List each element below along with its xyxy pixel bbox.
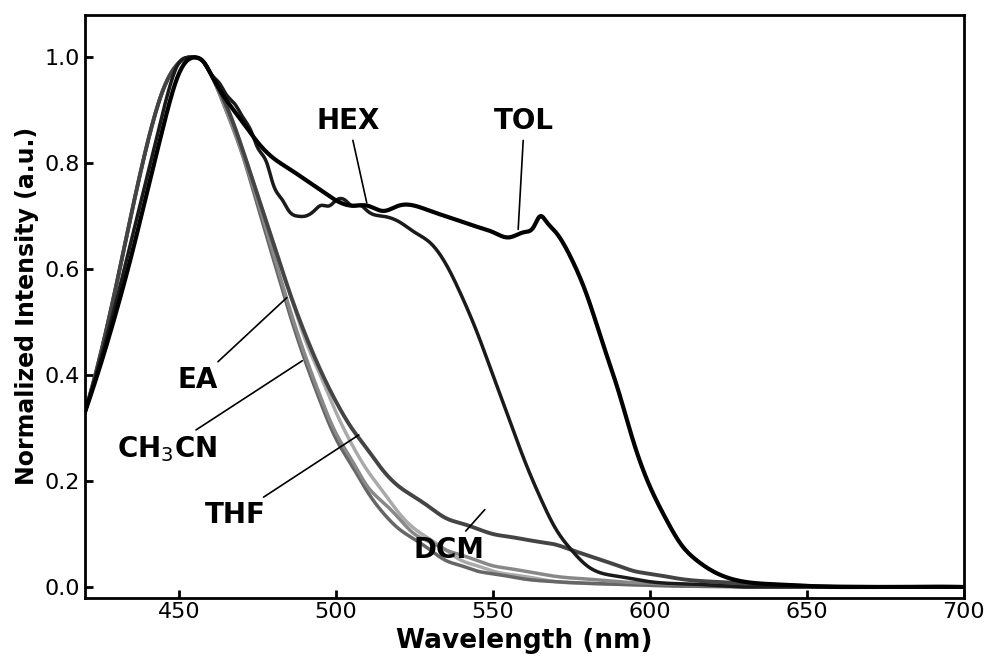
Text: EA: EA	[178, 298, 287, 395]
Text: DCM: DCM	[413, 510, 485, 564]
Text: TOL: TOL	[494, 107, 554, 229]
Y-axis label: Normalized Intensity (a.u.): Normalized Intensity (a.u.)	[15, 127, 39, 485]
X-axis label: Wavelength (nm): Wavelength (nm)	[396, 628, 653, 654]
Text: HEX: HEX	[317, 107, 380, 203]
Text: THF: THF	[205, 435, 359, 529]
Text: CH$_3$CN: CH$_3$CN	[117, 361, 302, 464]
